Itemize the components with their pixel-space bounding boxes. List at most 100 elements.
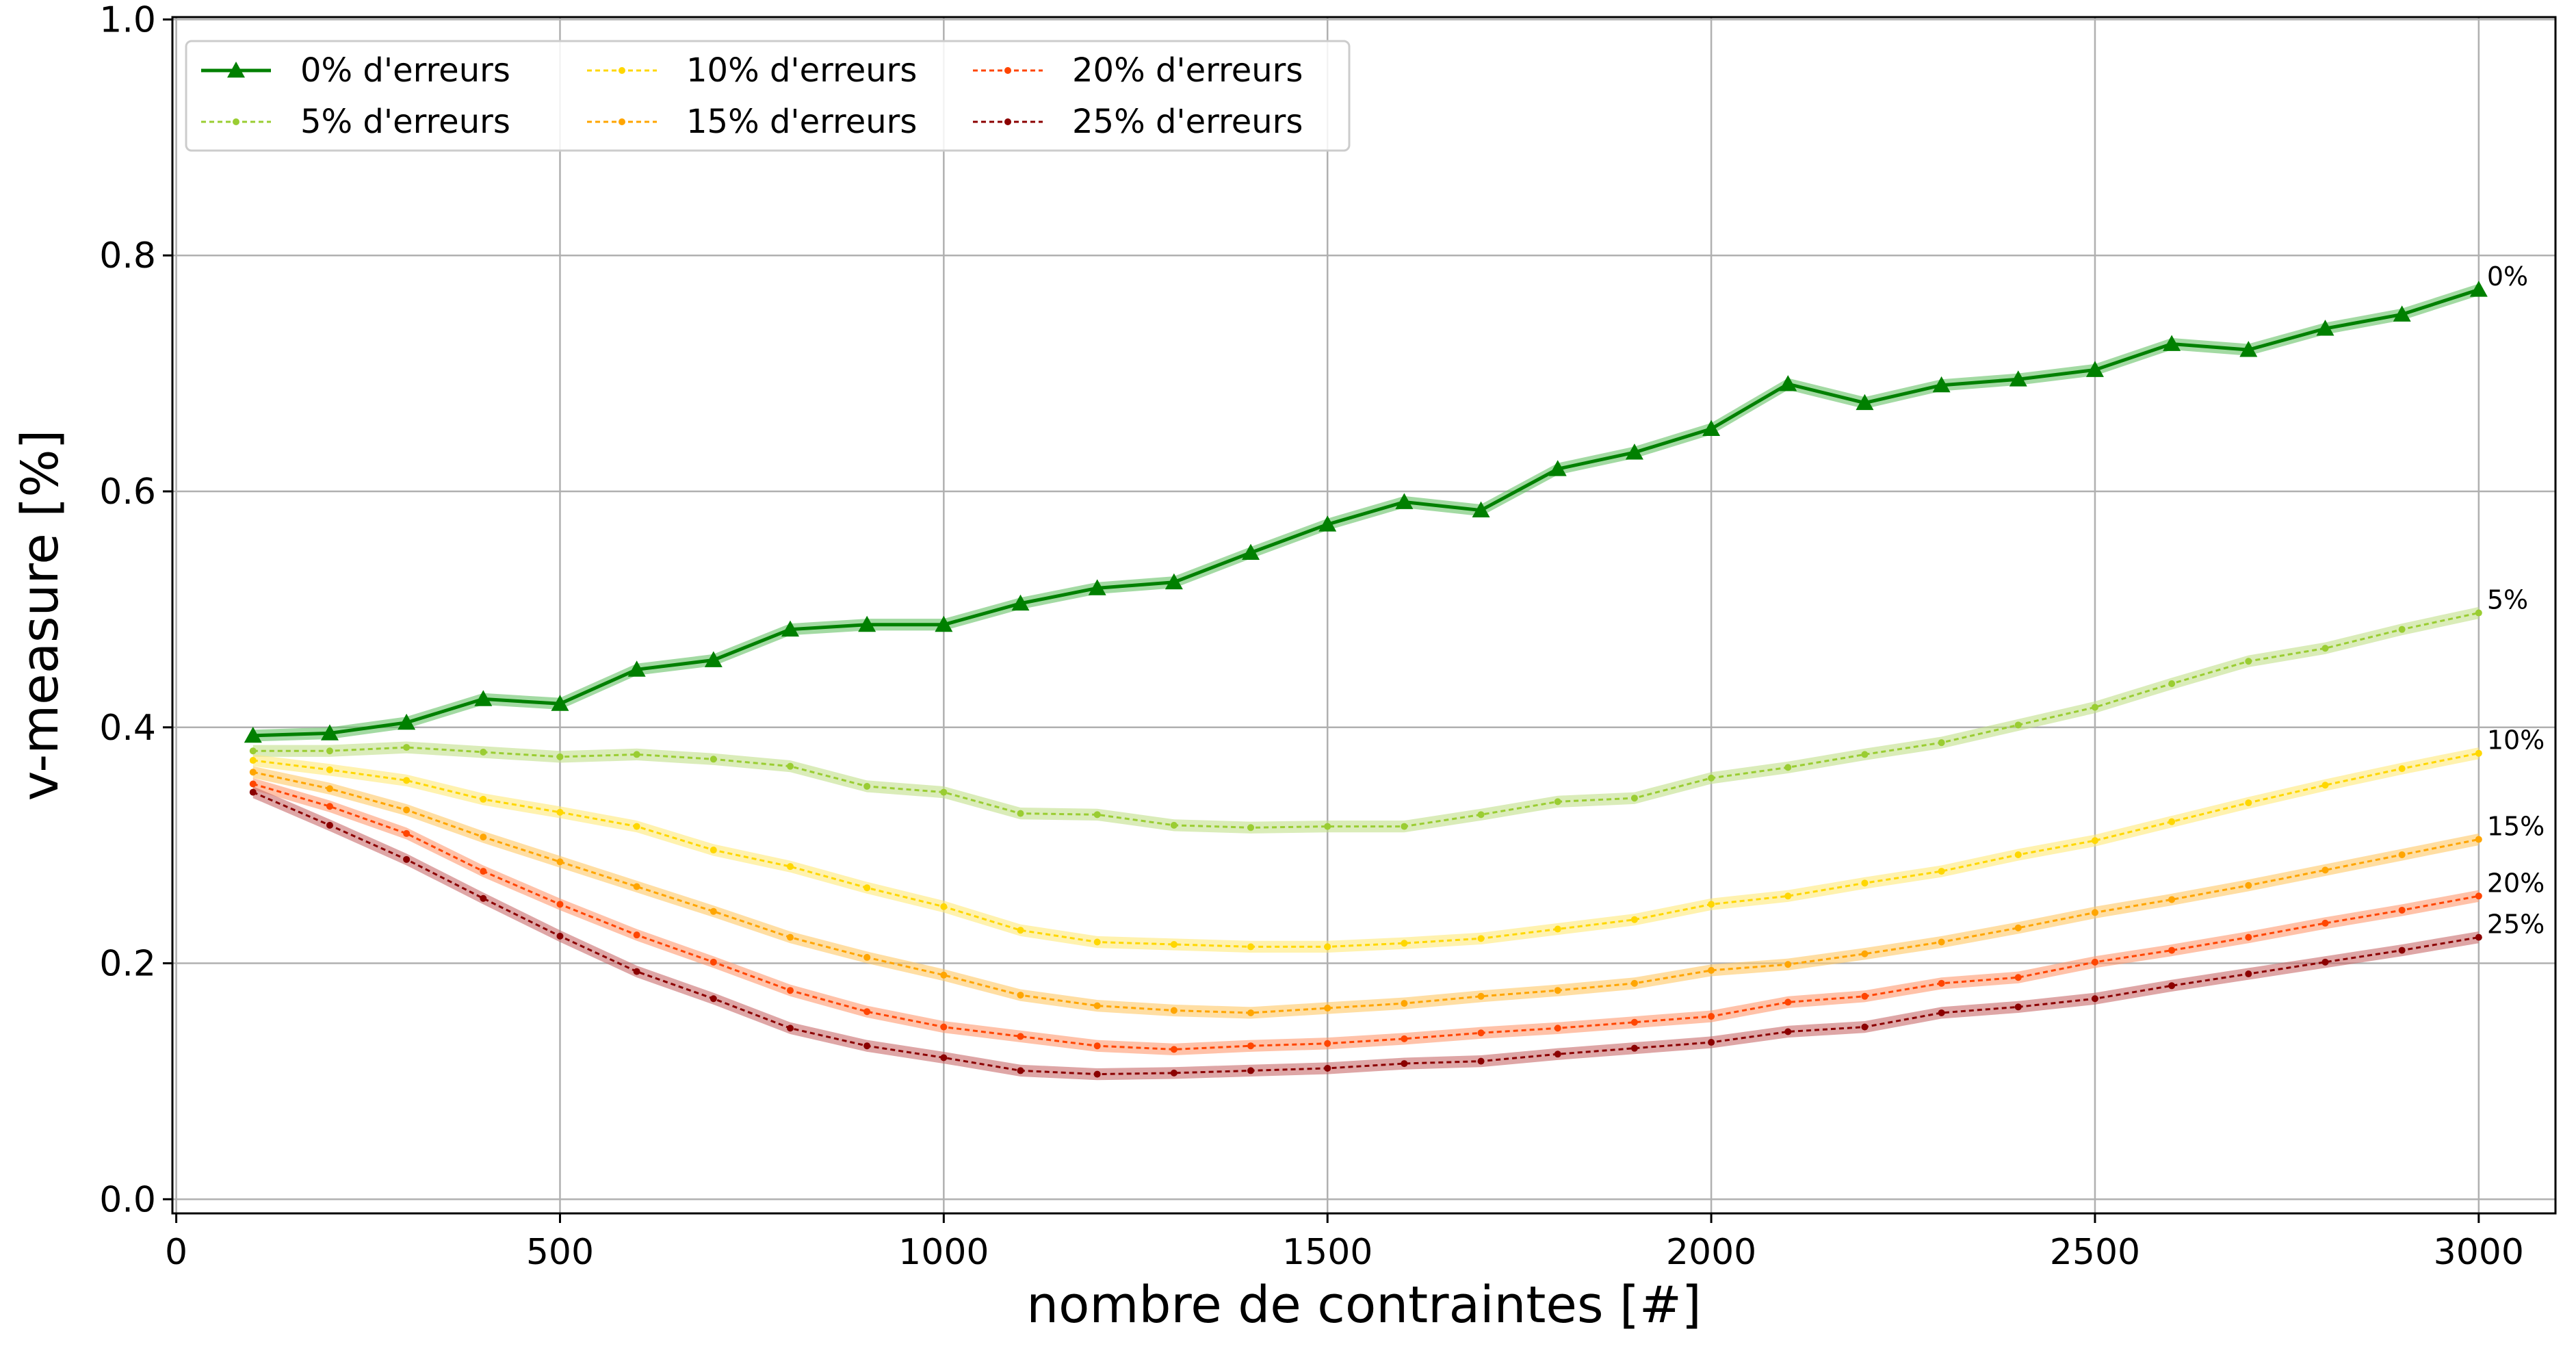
- data-point: [2163, 335, 2181, 351]
- data-point: [1630, 916, 1638, 923]
- data-point: [1548, 460, 1567, 476]
- data-point: [1625, 443, 1643, 460]
- series-end-label: 5%: [2487, 585, 2528, 615]
- data-point: [1861, 751, 1869, 758]
- legend-label: 10% d'erreurs: [686, 51, 917, 90]
- x-tick-label: 1500: [1282, 1232, 1372, 1273]
- data-point: [1088, 579, 1106, 595]
- data-point: [1324, 1005, 1331, 1012]
- data-point: [1856, 394, 1874, 411]
- data-point: [1861, 1023, 1869, 1031]
- data-point: [2168, 680, 2176, 687]
- data-point: [1554, 987, 1561, 994]
- data-point: [2245, 881, 2252, 889]
- legend-swatch-marker: [233, 118, 239, 125]
- data-point: [1017, 1033, 1024, 1040]
- legend-label: 25% d'erreurs: [1072, 103, 1303, 141]
- legend-swatch-marker: [1004, 67, 1011, 74]
- data-point: [2475, 933, 2482, 941]
- data-point: [2245, 658, 2252, 665]
- data-point: [2091, 704, 2098, 711]
- x-tick-label: 3000: [2434, 1232, 2524, 1273]
- data-point: [1477, 992, 1485, 1000]
- legend-label: 15% d'erreurs: [686, 103, 917, 141]
- data-point: [2014, 721, 2022, 729]
- data-point: [2398, 626, 2406, 633]
- data-point: [2168, 982, 2176, 990]
- data-point: [858, 615, 876, 632]
- data-point: [2321, 645, 2329, 652]
- data-point: [1017, 1067, 1024, 1074]
- data-point: [1017, 810, 1024, 817]
- data-point: [1247, 1042, 1255, 1050]
- data-point: [1093, 1002, 1101, 1009]
- data-point: [1708, 1039, 1715, 1046]
- data-point: [244, 726, 262, 743]
- data-point: [326, 803, 333, 810]
- data-point: [2014, 851, 2022, 858]
- data-point: [480, 868, 487, 875]
- data-point: [1401, 940, 1408, 947]
- data-point: [633, 968, 640, 975]
- data-point: [1938, 1009, 1945, 1016]
- data-point: [1938, 739, 1945, 747]
- data-point: [480, 748, 487, 756]
- x-axis-title: nombre de contraintes [#]: [1026, 1276, 1702, 1335]
- y-tick-label: 0.8: [99, 235, 156, 276]
- data-point: [863, 953, 871, 961]
- data-point: [710, 847, 717, 854]
- data-point: [403, 744, 411, 751]
- x-tick-label: 2500: [2050, 1232, 2140, 1273]
- data-point: [1784, 961, 1792, 968]
- data-point: [863, 782, 871, 790]
- series-end-label: 0%: [2487, 261, 2528, 292]
- data-point: [480, 834, 487, 841]
- series-band: [252, 747, 2479, 953]
- series-line: [252, 752, 2480, 948]
- series-line: [252, 791, 2480, 1076]
- data-point: [1318, 515, 1337, 532]
- data-point: [627, 660, 646, 677]
- data-point: [2091, 909, 2098, 916]
- data-point: [2009, 370, 2027, 387]
- data-point: [480, 894, 487, 902]
- series-line: [252, 287, 2480, 738]
- data-point: [863, 884, 871, 892]
- y-tick-label: 0.6: [99, 472, 156, 513]
- data-point: [940, 788, 948, 796]
- data-point: [1630, 979, 1638, 987]
- data-point: [556, 753, 564, 760]
- data-point: [1324, 943, 1331, 951]
- series-end-label: 15%: [2487, 812, 2545, 842]
- data-point: [710, 995, 717, 1003]
- data-point: [1477, 1057, 1485, 1065]
- data-point: [1708, 774, 1715, 782]
- series-line: [252, 612, 2480, 829]
- legend-swatch-marker: [619, 118, 625, 125]
- x-tick-label: 0: [165, 1232, 187, 1273]
- data-point: [1630, 795, 1638, 802]
- data-point: [1324, 823, 1331, 830]
- data-point: [2321, 958, 2329, 966]
- data-point: [1324, 1064, 1331, 1072]
- data-point: [2085, 361, 2104, 377]
- data-point: [1554, 1025, 1561, 1032]
- data-point: [2168, 896, 2176, 903]
- data-point: [787, 1025, 794, 1032]
- data-point: [474, 690, 493, 706]
- data-point: [1401, 1060, 1408, 1068]
- data-point: [1093, 811, 1101, 819]
- data-point: [2321, 782, 2329, 789]
- data-point: [710, 907, 717, 915]
- data-point: [2475, 892, 2482, 900]
- y-tick-label: 0.0: [99, 1179, 156, 1220]
- plot-frame: [171, 16, 2557, 1215]
- data-point: [2469, 281, 2488, 297]
- data-point: [1093, 938, 1101, 946]
- data-point: [787, 987, 794, 994]
- data-point: [1324, 1040, 1331, 1047]
- data-point: [1170, 821, 1178, 829]
- data-point: [249, 780, 257, 788]
- data-point: [2316, 320, 2334, 336]
